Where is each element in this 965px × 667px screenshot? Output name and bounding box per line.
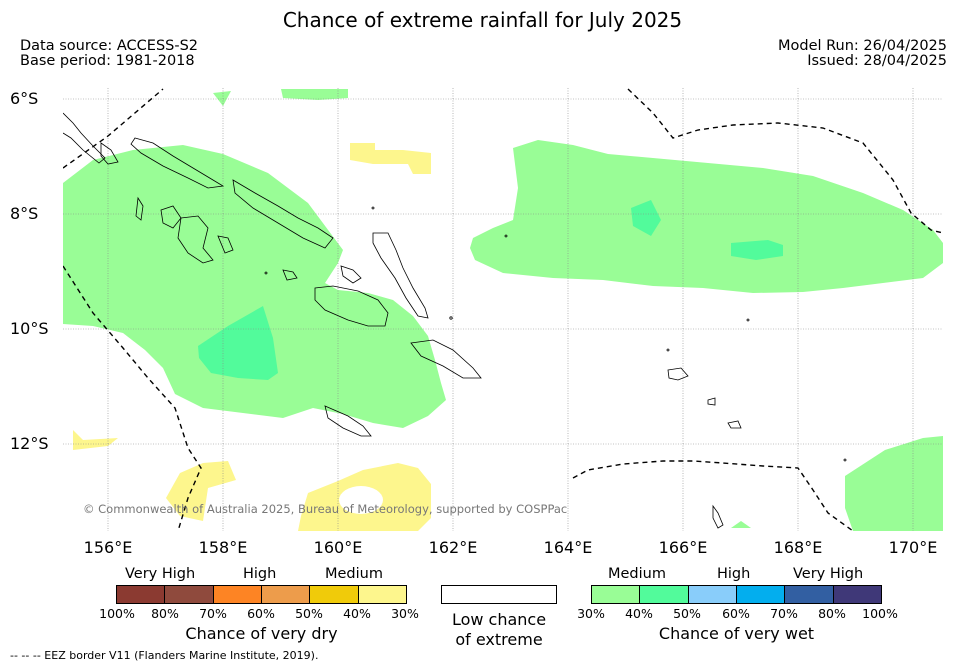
issued-date: Issued: 28/04/2025 [807, 53, 947, 69]
lon-label-170e: 170°E [888, 538, 938, 557]
wet-caption: Chance of very wet [658, 624, 815, 643]
wet-tick-1: 40% [625, 606, 653, 621]
wet-category-high: High [717, 566, 751, 582]
page-title: Chance of extreme rainfall for July 2025 [282, 8, 683, 32]
wet-colorbar [591, 585, 882, 604]
dry-region-south-a [166, 461, 236, 521]
lat-label-12s: 12°S [10, 434, 49, 453]
wet-region-south-small [731, 521, 751, 528]
dry-tick-2: 70% [199, 606, 227, 621]
dry-category-very-high: Very High [125, 566, 196, 582]
coastlines [63, 112, 847, 529]
eez-borders [63, 88, 943, 531]
dry-swatch-4 [261, 586, 311, 603]
wet-high-regions [198, 200, 783, 380]
rainfall-map[interactable] [63, 88, 943, 531]
wet-region-north-b [213, 91, 231, 106]
wet-swatch-1 [592, 586, 641, 603]
low-caption-line1: Low chance [451, 610, 547, 629]
wet-region-north-a [281, 89, 348, 100]
dry-region-southwest [73, 430, 118, 450]
wet-region-west [63, 145, 446, 428]
wet-tick-6: 100% [862, 606, 898, 621]
lon-label-166e: 166°E [658, 538, 708, 557]
wet-high-region-east-a [631, 200, 661, 236]
dry-tick-0: 100% [99, 606, 135, 621]
base-period: Base period: 1981-2018 [20, 53, 195, 69]
low-caption: Low chance of extreme [441, 610, 557, 650]
model-run: Model Run: 26/04/2025 [777, 38, 947, 54]
lat-label-10s: 10°S [10, 319, 49, 338]
data-source: Data source: ACCESS-S2 [20, 38, 199, 54]
lon-label-162e: 162°E [428, 538, 478, 557]
wet-medium-regions [63, 89, 943, 531]
metadata-right: Model Run: 26/04/2025 Issued: 28/04/2025 [778, 39, 947, 69]
wet-region-southeast [845, 436, 943, 531]
lon-label-164e: 164°E [543, 538, 593, 557]
lon-label-156e: 156°E [83, 538, 133, 557]
dry-swatch-1 [117, 586, 166, 603]
wet-category-medium: Medium [608, 566, 666, 582]
metadata-left: Data source: ACCESS-S2 Base period: 1981… [20, 39, 198, 69]
wet-swatch-5 [785, 586, 834, 603]
dry-swatch-3 [213, 586, 262, 603]
wet-swatch-6 [833, 586, 881, 603]
map-gridlines [63, 88, 943, 531]
dry-tick-5: 40% [343, 606, 371, 621]
dry-tick-6: 30% [391, 606, 419, 621]
dry-category-high: High [243, 566, 277, 582]
wet-high-region-east-b [731, 240, 783, 260]
dry-region-north [350, 143, 431, 174]
lon-label-168e: 168°E [773, 538, 823, 557]
map-svg [63, 88, 943, 531]
wet-tick-0: 30% [577, 606, 605, 621]
dry-tick-3: 60% [247, 606, 275, 621]
dry-swatch-2 [165, 586, 214, 603]
low-caption-line2: of extreme [455, 630, 543, 649]
low-swatch [442, 586, 556, 603]
dry-caption: Chance of very dry [185, 624, 338, 643]
dry-swatch-5 [310, 586, 359, 603]
wet-swatch-3 [688, 586, 737, 603]
dry-tick-4: 50% [295, 606, 323, 621]
lat-label-8s: 8°S [10, 204, 39, 223]
lon-label-160e: 160°E [313, 538, 363, 557]
low-chance-hole [339, 486, 383, 514]
wet-tick-5: 80% [818, 606, 846, 621]
wet-tick-2: 50% [673, 606, 701, 621]
wet-high-region-west [198, 306, 278, 380]
wet-swatch-4 [736, 586, 786, 603]
wet-region-east [470, 140, 943, 293]
lon-label-158e: 158°E [198, 538, 248, 557]
dry-category-medium: Medium [325, 566, 383, 582]
lat-label-6s: 6°S [10, 89, 39, 108]
dry-colorbar [116, 585, 407, 604]
eez-footnote: -- -- -- EEZ border V11 (Flanders Marine… [10, 649, 319, 662]
low-chance-box [441, 585, 557, 604]
dry-tick-1: 80% [151, 606, 179, 621]
wet-category-very-high: Very High [793, 566, 864, 582]
dry-swatch-6 [358, 586, 406, 603]
wet-tick-3: 60% [722, 606, 750, 621]
copyright-notice: © Commonwealth of Australia 2025, Bureau… [83, 502, 568, 516]
wet-tick-4: 70% [770, 606, 798, 621]
wet-swatch-2 [640, 586, 689, 603]
